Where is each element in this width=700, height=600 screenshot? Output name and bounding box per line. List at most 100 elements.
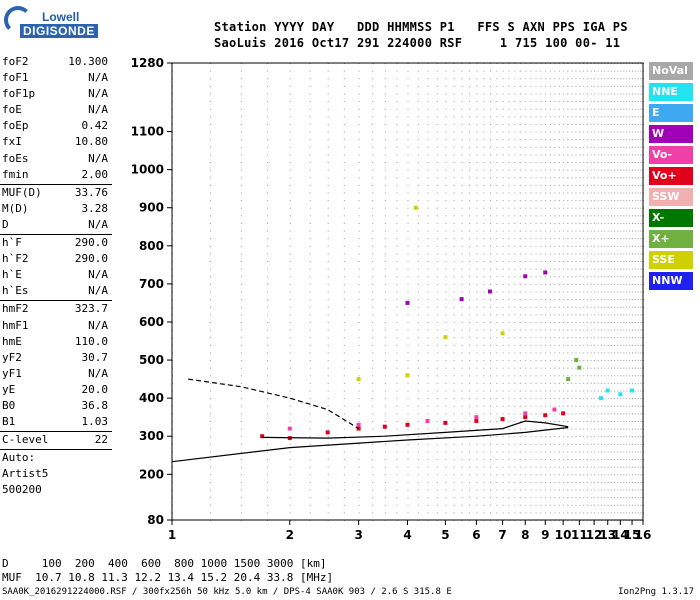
grid-dot [567, 207, 569, 209]
grid-dot [309, 108, 311, 110]
grid-dot [407, 474, 409, 476]
grid-dot [519, 291, 521, 293]
grid-dot [407, 299, 409, 301]
data-point [474, 418, 479, 423]
grid-dot [417, 306, 419, 308]
grid-dot [209, 108, 211, 110]
grid-dot [289, 306, 291, 308]
data-point [382, 424, 387, 429]
grid-dot [632, 169, 634, 171]
grid-dot [623, 222, 625, 224]
grid-dot [508, 146, 510, 148]
grid-dot [343, 405, 345, 407]
param-value: 33.76 [74, 185, 108, 199]
grid-dot [571, 177, 573, 179]
grid-dot [343, 177, 345, 179]
grid-dot [496, 70, 498, 72]
grid-dot [483, 459, 485, 461]
grid-dot [327, 360, 329, 362]
grid-dot [396, 436, 398, 438]
grid-dot [640, 367, 642, 369]
grid-dot [571, 344, 573, 346]
grid-dot [626, 398, 628, 400]
grid-dot [358, 207, 360, 209]
grid-dot [629, 78, 631, 80]
grid-dot [445, 154, 447, 156]
param-label: yF1 [2, 366, 22, 380]
grid-dot [372, 474, 374, 476]
grid-dot [626, 489, 628, 491]
grid-dot [384, 177, 386, 179]
grid-dot [545, 329, 547, 331]
grid-dot [427, 481, 429, 483]
grid-dot [327, 85, 329, 87]
grid-dot [343, 207, 345, 209]
grid-dot [540, 451, 542, 453]
grid-dot [496, 123, 498, 125]
grid-dot [327, 169, 329, 171]
grid-dot [597, 93, 599, 95]
grid-dot [623, 123, 625, 125]
grid-dot [610, 200, 612, 202]
grid-dot [436, 360, 438, 362]
grid-dot [309, 436, 311, 438]
grid-dot [525, 497, 527, 499]
param-label: D [2, 217, 9, 231]
grid-dot [620, 276, 622, 278]
grid-dot [240, 321, 242, 323]
grid-dot [309, 329, 311, 331]
grid-dot [309, 146, 311, 148]
grid-dot [396, 238, 398, 240]
grid-dot [445, 344, 447, 346]
grid-dot [583, 466, 585, 468]
grid-dot [289, 481, 291, 483]
grid-dot [530, 70, 532, 72]
grid-dot [590, 283, 592, 285]
grid-dot [535, 192, 537, 194]
grid-dot [563, 367, 565, 369]
grid-dot [535, 238, 537, 240]
grid-dot [586, 154, 588, 156]
grid-dot [634, 192, 636, 194]
grid-dot [436, 108, 438, 110]
grid-dot [489, 512, 491, 514]
grid-dot [640, 123, 642, 125]
grid-dot [617, 154, 619, 156]
grid-dot [579, 443, 581, 445]
grid-dot [629, 314, 631, 316]
grid-dot [289, 101, 291, 103]
grid-dot [629, 420, 631, 422]
grid-dot [240, 192, 242, 194]
grid-dot [594, 261, 596, 263]
grid-dot [567, 428, 569, 430]
grid-dot [209, 428, 211, 430]
grid-dot [445, 222, 447, 224]
grid-dot [417, 337, 419, 339]
grid-dot [617, 329, 619, 331]
grid-dot [540, 504, 542, 506]
dashed-trace-line [188, 378, 359, 430]
grid-dot [461, 261, 463, 263]
grid-dot [575, 238, 577, 240]
param-value: N/A [88, 151, 108, 165]
grid-dot [554, 489, 556, 491]
grid-dot [469, 466, 471, 468]
grid-dot [563, 337, 565, 339]
grid-dot [427, 207, 429, 209]
grid-dot [289, 382, 291, 384]
grid-dot [427, 375, 429, 377]
grid-dot [396, 146, 398, 148]
grid-dot [549, 360, 551, 362]
grid-dot [604, 352, 606, 354]
grid-dot [607, 367, 609, 369]
grid-dot [563, 108, 565, 110]
grid-dot [309, 101, 311, 103]
grid-dot [637, 413, 639, 415]
grid-dot [508, 192, 510, 194]
param-row: foEp 0.42 [0, 118, 112, 134]
grid-dot [558, 261, 560, 263]
grid-dot [623, 321, 625, 323]
grid-dot [508, 306, 510, 308]
grid-dot [469, 116, 471, 118]
grid-dot [614, 291, 616, 293]
